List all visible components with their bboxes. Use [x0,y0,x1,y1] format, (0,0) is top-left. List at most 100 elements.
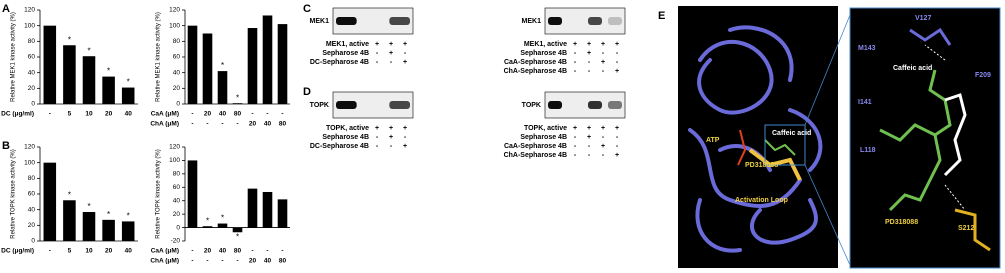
x-tick-label: 40 [219,248,227,255]
blot-sign: - [390,59,393,66]
blot-sign: - [616,134,619,141]
x-tick-label: 5 [68,248,72,255]
y-tick-label: 100 [169,157,180,164]
x-tick-label: 5 [68,111,72,118]
zoom-box [764,124,806,166]
bar [43,25,57,105]
row-name: ChA (μM) [150,121,179,128]
zoom-line [804,14,851,126]
inset-label: F209 [975,72,991,79]
bar [43,162,57,241]
blot-sign: - [376,50,379,57]
blot-band [389,17,410,25]
y-tick-label: 40 [173,69,181,76]
y-tick-label: 80 [173,38,181,45]
y-tick-label: 100 [24,159,35,166]
x-tick-label: 40 [125,111,133,118]
x-tick-label: - [191,111,193,118]
blot-sign: - [574,59,577,66]
structure-label: ATP [706,137,720,144]
y-tick-label: 80 [28,38,36,45]
blot-sign: - [588,59,591,66]
x-tick-label: - [49,248,51,255]
blot-row-label: DC-Sepharose 4B [310,59,369,66]
x-tick-label: - [266,248,268,255]
x-tick-label: 80 [234,111,242,118]
x-tick-label: 20 [249,258,257,265]
significance-mark: * [87,202,90,211]
blot-sign: + [573,125,577,132]
significance-mark: * [107,67,110,76]
structure-label: Activation Loop [735,197,788,204]
bar [247,28,258,105]
x-tick-label: - [221,121,223,128]
bar [277,199,288,228]
x-tick-label: 80 [279,258,287,265]
y-axis-label: Relative MEK1 kinase activity (%) [156,12,162,102]
significance-mark: * [87,46,90,55]
y-axis-label: Relative TOPK kinase activity (%) [156,149,162,238]
blot-sign: - [616,143,619,150]
panel-label: E [658,10,665,22]
blot-row-label: MEK1, active [524,41,567,48]
y-tick-label: 100 [24,22,35,29]
blot-row-label: CaA-Sepharose 4B [504,143,567,150]
blot-sign: + [587,50,591,57]
bar [232,227,243,233]
blot-band [608,17,622,25]
y-tick-label: 120 [169,144,180,151]
blot-row-label: Sepharose 4B [520,50,567,57]
significance-mark: * [221,214,224,223]
blot-sign: + [587,41,591,48]
y-tick-label: 120 [24,144,35,151]
bar [121,87,135,104]
y-tick-label: 20 [173,85,181,92]
bar [102,219,115,241]
bar [102,76,115,104]
blot-row-label: Sepharose 4B [322,134,369,141]
blot-sign: - [404,50,407,57]
h-bond [944,184,966,211]
x-tick-label: - [251,248,253,255]
x-tick-label: - [281,248,283,255]
x-tick-label: 80 [234,248,242,255]
blot-sign: - [588,152,591,159]
inset-label: V127 [915,15,931,22]
blot-sign: - [574,134,577,141]
blot-sign: + [389,125,393,132]
blot-row-label: Sepharose 4B [520,134,567,141]
blot-sign: - [616,50,619,57]
blot-band [548,17,562,25]
blot-row-label: ChA-Sepharose 4B [504,68,567,75]
bar [121,221,135,241]
x-tick-label: 20 [105,248,113,255]
x-tick-label: - [49,111,51,118]
inset-label: M143 [858,45,876,52]
blot-sign: - [376,143,379,150]
blot-sign: + [615,152,619,159]
panel-label: B [2,140,10,152]
blot-sign: - [588,143,591,150]
structure-label: PD318088 [745,162,778,169]
significance-mark: * [127,78,130,87]
blot-sign: - [574,152,577,159]
blot-sign: - [588,68,591,75]
y-tick-label: 20 [28,222,36,229]
x-tick-label: - [191,248,193,255]
blot-target: MEK1 [522,18,542,25]
blot-row-label: TOPK, active [524,125,567,132]
blot-sign: - [574,50,577,57]
y-tick-label: 20 [28,85,36,92]
y-tick-label: 60 [173,184,181,191]
significance-mark: * [236,93,239,102]
bar [63,200,76,241]
row-name: DC (μg/ml) [1,248,34,255]
blot-sign: + [403,143,407,150]
x-tick-label: 80 [279,121,287,128]
x-tick-label: - [236,258,238,265]
zoom-line [804,164,851,266]
h-bond [924,44,946,61]
y-axis-label: Relative TOPK kinase activity (%) [11,149,17,238]
blot-target: TOPK [522,102,541,109]
